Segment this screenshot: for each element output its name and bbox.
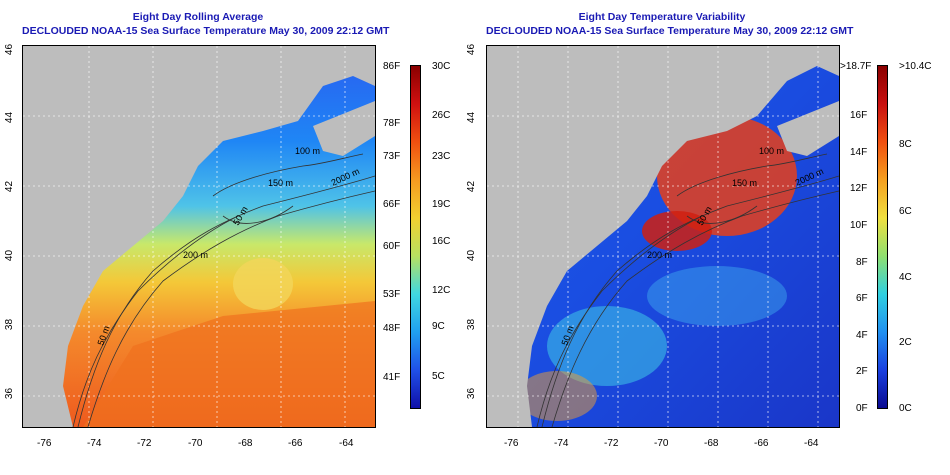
left-warm-eddy <box>233 258 293 310</box>
left-cb-f: 53F <box>383 289 401 300</box>
left-lon-tick: -68 <box>238 438 253 449</box>
left-nova-scotia <box>313 101 375 156</box>
left-cb-c: 5C <box>432 371 445 382</box>
right-cb-c: >10.4C <box>899 61 932 72</box>
left-cb-f: 41F <box>383 372 401 383</box>
right-lat-tick: 40 <box>466 249 478 262</box>
right-lon-tick: -64 <box>804 438 819 449</box>
right-contour-label-2: 200 m <box>647 250 672 260</box>
right-map: 50 m 200 m 50 m 150 m 2000 m 100 m <box>486 45 840 428</box>
left-cb-f: 73F <box>383 151 401 162</box>
right-lat-tick: 36 <box>466 387 478 400</box>
right-cb-c: 6C <box>899 206 912 217</box>
right-contour-label-6: 100 m <box>759 146 784 156</box>
right-lon-tick: -68 <box>704 438 719 449</box>
left-lon-tick: -72 <box>137 438 152 449</box>
left-lat-tick: 38 <box>4 318 16 331</box>
right-cb-c: 2C <box>899 337 912 348</box>
left-map-svg: 50 m 200 m 50 m 150 m 2000 m 100 m <box>23 46 375 427</box>
left-cb-c: 30C <box>432 61 451 72</box>
left-cb-f: 86F <box>383 61 401 72</box>
right-high-variability-2 <box>642 211 712 251</box>
right-lat-tick: 42 <box>466 180 478 193</box>
right-title-line2: DECLOUDED NOAA-15 Sea Surface Temperatur… <box>486 25 854 37</box>
right-cb-f: 8F <box>856 257 868 268</box>
left-lat-tick: 36 <box>4 387 16 400</box>
right-map-svg: 50 m 200 m 50 m 150 m 2000 m 100 m <box>487 46 839 427</box>
left-contours <box>72 153 375 427</box>
left-cb-c: 9C <box>432 321 445 332</box>
right-lon-tick: -66 <box>754 438 769 449</box>
right-contours <box>536 153 839 427</box>
left-land <box>23 46 375 427</box>
right-cb-f: 6F <box>856 293 868 304</box>
left-title-line1: Eight Day Rolling Average <box>132 11 264 23</box>
left-cb-c: 12C <box>432 285 451 296</box>
right-cb-f: 12F <box>850 183 868 194</box>
right-colorbar <box>877 65 888 409</box>
right-lat-tick: 38 <box>466 318 478 331</box>
right-cb-f: 14F <box>850 147 868 158</box>
left-colorbar <box>410 65 421 409</box>
right-nova-scotia <box>777 101 839 156</box>
right-contour-label-4: 150 m <box>732 178 757 188</box>
right-lon-tick: -72 <box>604 438 619 449</box>
right-cb-f: >18.7F <box>840 61 872 72</box>
right-cb-c: 0C <box>899 403 912 414</box>
right-title-line1: Eight Day Temperature Variability <box>578 11 746 23</box>
left-lon-tick: -64 <box>339 438 354 449</box>
left-title-line2: DECLOUDED NOAA-15 Sea Surface Temperatur… <box>22 25 390 37</box>
right-cb-c: 8C <box>899 139 912 150</box>
right-cb-f: 16F <box>850 110 868 121</box>
right-land <box>487 46 839 427</box>
left-lon-tick: -66 <box>288 438 303 449</box>
left-cb-f: 78F <box>383 118 401 129</box>
right-lon-tick: -74 <box>554 438 569 449</box>
right-cb-c: 4C <box>899 272 912 283</box>
right-cb-f: 0F <box>856 403 868 414</box>
left-contour-label-2: 200 m <box>183 250 208 260</box>
left-map: 50 m 200 m 50 m 150 m 2000 m 100 m <box>22 45 376 428</box>
left-cb-c: 19C <box>432 199 451 210</box>
right-lat-tick: 46 <box>466 43 478 56</box>
right-cb-f: 2F <box>856 366 868 377</box>
left-lon-tick: -76 <box>37 438 52 449</box>
left-cb-f: 66F <box>383 199 401 210</box>
right-lon-tick: -70 <box>654 438 669 449</box>
right-mid-variability-2 <box>647 266 787 326</box>
left-contour-label-6: 100 m <box>295 146 320 156</box>
right-lat-tick: 44 <box>466 111 478 124</box>
left-lat-tick: 42 <box>4 180 16 193</box>
left-lat-tick: 40 <box>4 249 16 262</box>
left-cb-c: 23C <box>432 151 451 162</box>
left-cb-f: 48F <box>383 323 401 334</box>
left-lat-tick: 44 <box>4 111 16 124</box>
left-cb-c: 16C <box>432 236 451 247</box>
right-cb-f: 4F <box>856 330 868 341</box>
left-contour-label-4: 150 m <box>268 178 293 188</box>
left-cb-f: 60F <box>383 241 401 252</box>
left-warm-water <box>83 301 375 427</box>
left-lon-tick: -74 <box>87 438 102 449</box>
right-lon-tick: -76 <box>504 438 519 449</box>
right-high-variability <box>657 116 797 236</box>
right-cb-f: 10F <box>850 220 868 231</box>
left-lat-tick: 46 <box>4 43 16 56</box>
left-lon-tick: -70 <box>188 438 203 449</box>
left-cb-c: 26C <box>432 110 451 121</box>
